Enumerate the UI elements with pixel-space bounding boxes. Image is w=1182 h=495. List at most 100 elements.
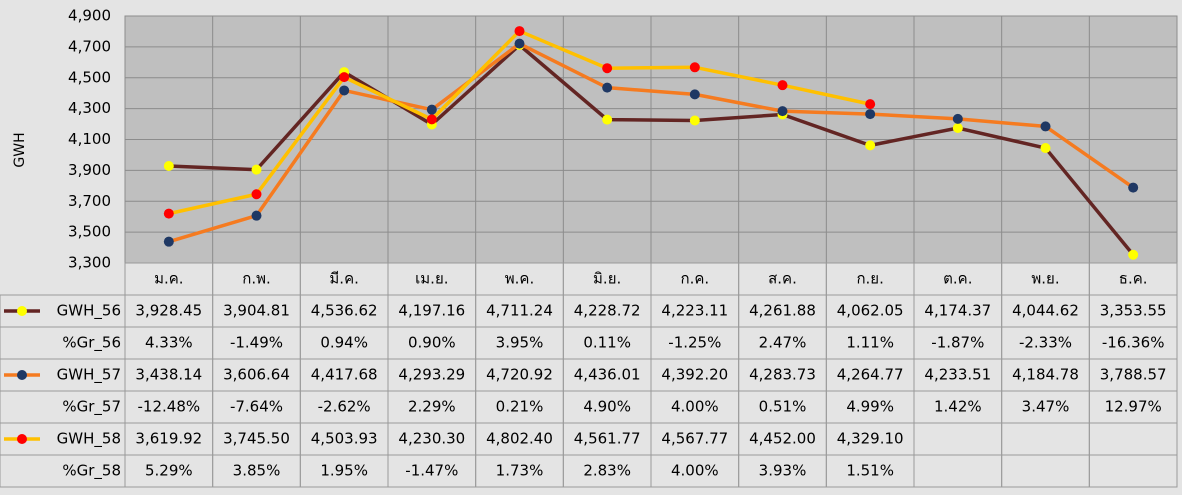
- category-label: มี.ค.: [329, 270, 358, 288]
- row-label: %Gr_57: [62, 398, 121, 417]
- table-value: 3,438.14: [135, 366, 202, 384]
- table-value: -1.25%: [668, 334, 721, 352]
- table-value: 4,802.40: [486, 430, 553, 448]
- table-value: 4,417.68: [311, 366, 378, 384]
- category-label: ม.ค.: [154, 270, 183, 288]
- y-tick-label: 3,900: [68, 161, 111, 179]
- marker: [339, 85, 350, 96]
- table-value: -2.62%: [318, 398, 371, 416]
- marker: [163, 160, 174, 171]
- marker: [426, 114, 437, 125]
- table-value: 3.93%: [759, 462, 807, 480]
- table-value: -1.49%: [230, 334, 283, 352]
- marker: [163, 208, 174, 219]
- table-value: 1.51%: [846, 462, 894, 480]
- table-value: 3.95%: [496, 334, 544, 352]
- marker: [1128, 182, 1139, 193]
- table-value: 4.99%: [846, 398, 894, 416]
- table-value: 4,329.10: [837, 430, 904, 448]
- marker: [1128, 249, 1139, 260]
- table-value: 4,452.00: [749, 430, 816, 448]
- y-tick-label: 3,500: [68, 223, 111, 241]
- table-value: 4,711.24: [486, 302, 553, 320]
- table-value: 4,283.73: [749, 366, 816, 384]
- table-value: 12.97%: [1105, 398, 1162, 416]
- table-value: 4,233.51: [924, 366, 991, 384]
- table-value: 1.42%: [934, 398, 982, 416]
- table-value: 2.47%: [759, 334, 807, 352]
- table-value: -1.87%: [931, 334, 984, 352]
- table-value: 4,228.72: [574, 302, 641, 320]
- legend-marker: [17, 370, 27, 380]
- category-label: ก.ค.: [681, 270, 710, 288]
- table-value: -7.64%: [230, 398, 283, 416]
- marker: [163, 236, 174, 247]
- table-value: 1.11%: [846, 334, 894, 352]
- table-value: 4,503.93: [311, 430, 378, 448]
- table-value: 4,567.77: [661, 430, 728, 448]
- y-tick-label: 3,700: [68, 192, 111, 210]
- table-value: 1.95%: [320, 462, 368, 480]
- row-label: %Gr_58: [62, 462, 121, 481]
- marker: [689, 115, 700, 126]
- table-value: 2.29%: [408, 398, 456, 416]
- table-value: 3,788.57: [1100, 366, 1167, 384]
- table-value: 4,261.88: [749, 302, 816, 320]
- table-value: 2.83%: [583, 462, 631, 480]
- table-value: 1.73%: [496, 462, 544, 480]
- table-value: 3,745.50: [223, 430, 290, 448]
- table-value: -1.47%: [405, 462, 458, 480]
- marker: [602, 63, 613, 74]
- table-value: 0.51%: [759, 398, 807, 416]
- marker: [952, 113, 963, 124]
- marker: [952, 123, 963, 134]
- table-value: 3,904.81: [223, 302, 290, 320]
- marker: [251, 189, 262, 200]
- legend-marker: [17, 306, 27, 316]
- category-label: ธ.ค.: [1119, 270, 1148, 288]
- table-value: 4,184.78: [1012, 366, 1079, 384]
- y-tick-label: 4,300: [68, 99, 111, 117]
- y-tick-label: 4,100: [68, 130, 111, 148]
- marker: [602, 114, 613, 125]
- legend-marker: [17, 434, 27, 444]
- marker: [426, 104, 437, 115]
- table-value: 3,353.55: [1100, 302, 1167, 320]
- table-value: 4,174.37: [924, 302, 991, 320]
- table-value: 4,293.29: [398, 366, 465, 384]
- table-value: 4.90%: [583, 398, 631, 416]
- series-line: [168, 41, 1135, 244]
- row-label: %Gr_56: [62, 334, 121, 353]
- table-value: 0.90%: [408, 334, 456, 352]
- table-value: 4,264.77: [837, 366, 904, 384]
- marker: [865, 109, 876, 120]
- series-line: [168, 43, 1135, 256]
- table-cell: [1088, 454, 1178, 488]
- table-value: 3,928.45: [135, 302, 202, 320]
- category-label: ต.ค.: [943, 270, 972, 288]
- table-value: 3.85%: [233, 462, 281, 480]
- category-label: ก.พ.: [242, 270, 271, 288]
- marker: [1040, 143, 1051, 154]
- category-label: เม.ย.: [415, 270, 448, 288]
- row-label: GWH_56: [57, 302, 121, 321]
- marker: [251, 164, 262, 175]
- marker: [251, 210, 262, 221]
- category-label: มิ.ย.: [593, 270, 621, 288]
- marker: [865, 140, 876, 151]
- marker: [514, 26, 525, 37]
- marker: [514, 38, 525, 49]
- y-tick-label: 4,500: [68, 68, 111, 86]
- table-value: 3.47%: [1022, 398, 1070, 416]
- category-label: พ.ย.: [1031, 270, 1059, 288]
- y-tick-label: 4,700: [68, 37, 111, 55]
- table-value: 4,230.30: [398, 430, 465, 448]
- table-value: 4,223.11: [661, 302, 728, 320]
- table-value: 4.00%: [671, 462, 719, 480]
- table-value: 4.00%: [671, 398, 719, 416]
- category-label: ส.ค.: [768, 270, 797, 288]
- table-value: 3,619.92: [135, 430, 202, 448]
- marker: [689, 89, 700, 100]
- table-value: 4,044.62: [1012, 302, 1079, 320]
- marker: [689, 62, 700, 73]
